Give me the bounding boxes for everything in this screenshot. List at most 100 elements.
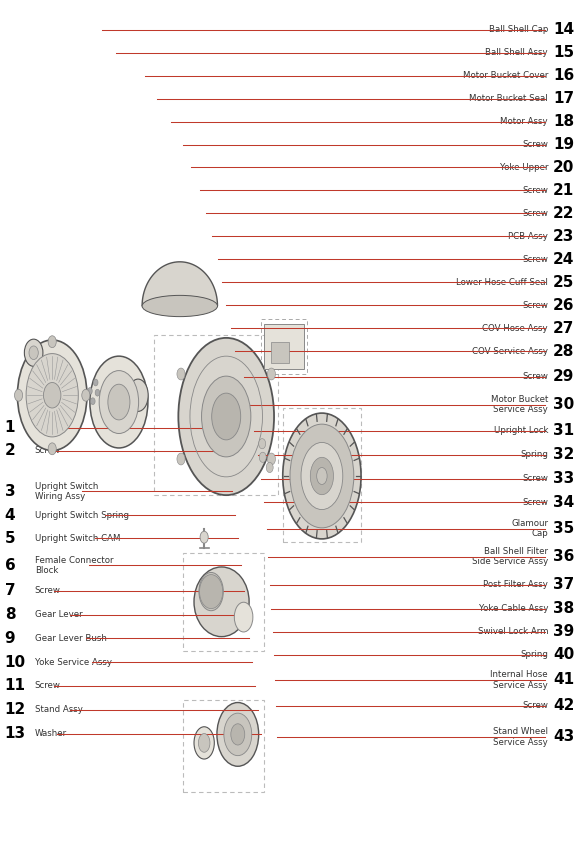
Ellipse shape xyxy=(128,379,148,411)
Text: Upright Switch Spring: Upright Switch Spring xyxy=(35,511,129,519)
Text: 42: 42 xyxy=(553,698,574,713)
Text: Screw: Screw xyxy=(522,209,548,218)
Bar xyxy=(271,342,289,363)
Text: 17: 17 xyxy=(553,91,574,106)
Text: Upright Lock: Upright Lock xyxy=(494,427,548,435)
Polygon shape xyxy=(142,262,218,306)
Text: 30: 30 xyxy=(553,397,574,412)
Text: Motor Assy: Motor Assy xyxy=(501,117,548,126)
Ellipse shape xyxy=(231,724,245,745)
Circle shape xyxy=(88,388,92,394)
Text: 29: 29 xyxy=(553,369,574,384)
Text: 4: 4 xyxy=(5,507,15,523)
Text: Screw: Screw xyxy=(522,186,548,195)
Ellipse shape xyxy=(217,702,259,767)
Text: 15: 15 xyxy=(553,45,574,60)
Text: Yoke Cable Assy: Yoke Cable Assy xyxy=(478,604,548,613)
Text: 41: 41 xyxy=(553,672,574,688)
Text: 34: 34 xyxy=(553,495,574,510)
Ellipse shape xyxy=(179,338,274,495)
Ellipse shape xyxy=(17,340,87,450)
Ellipse shape xyxy=(290,424,354,528)
Text: Internal Hose
Service Assy: Internal Hose Service Assy xyxy=(491,671,548,689)
Text: Glamour
Cap: Glamour Cap xyxy=(511,519,548,538)
Ellipse shape xyxy=(194,567,249,637)
Text: Screw: Screw xyxy=(35,586,61,595)
Text: 37: 37 xyxy=(553,577,574,592)
Circle shape xyxy=(200,575,223,609)
Circle shape xyxy=(200,531,208,543)
Text: Motor Bucket
Service Assy: Motor Bucket Service Assy xyxy=(491,395,548,414)
Text: Spring: Spring xyxy=(520,450,548,459)
Text: Stand Assy: Stand Assy xyxy=(35,706,83,714)
Text: 21: 21 xyxy=(553,183,574,198)
Text: 5: 5 xyxy=(5,530,15,546)
Circle shape xyxy=(90,398,95,405)
Text: Spring: Spring xyxy=(520,650,548,659)
Circle shape xyxy=(266,462,273,473)
Ellipse shape xyxy=(198,734,210,752)
Text: 39: 39 xyxy=(553,624,574,639)
Text: Stand Wheel
Service Assy: Stand Wheel Service Assy xyxy=(493,728,548,746)
Ellipse shape xyxy=(194,727,215,759)
Circle shape xyxy=(177,453,185,465)
Ellipse shape xyxy=(142,296,218,317)
Text: Screw: Screw xyxy=(35,446,61,455)
Circle shape xyxy=(48,336,56,348)
Text: Upright Switch
Wiring Assy: Upright Switch Wiring Assy xyxy=(35,482,98,501)
Text: 35: 35 xyxy=(553,521,574,536)
Text: 19: 19 xyxy=(553,137,574,152)
Text: 26: 26 xyxy=(553,298,574,313)
Circle shape xyxy=(82,389,90,401)
Text: Ball Shell Cap: Ball Shell Cap xyxy=(489,26,548,34)
Circle shape xyxy=(24,339,43,366)
Text: Gear Lever: Gear Lever xyxy=(35,610,82,619)
Text: 16: 16 xyxy=(553,68,574,83)
Text: Yoke Service Assy: Yoke Service Assy xyxy=(35,658,112,666)
Circle shape xyxy=(267,453,275,465)
Text: 38: 38 xyxy=(553,601,574,616)
Ellipse shape xyxy=(202,376,251,457)
Text: Washer: Washer xyxy=(35,729,67,738)
Ellipse shape xyxy=(26,354,78,437)
Text: 36: 36 xyxy=(553,549,574,564)
Text: Screw: Screw xyxy=(522,140,548,149)
Ellipse shape xyxy=(224,713,252,756)
Text: 23: 23 xyxy=(553,229,574,244)
Text: Upright Switch CAM: Upright Switch CAM xyxy=(35,534,120,542)
Circle shape xyxy=(259,452,266,462)
Text: Ball Shell Assy: Ball Shell Assy xyxy=(485,48,548,57)
Text: Screw: Screw xyxy=(35,682,61,690)
Circle shape xyxy=(95,389,100,396)
Ellipse shape xyxy=(44,382,61,408)
Text: Motor Bucket Seal: Motor Bucket Seal xyxy=(469,94,548,103)
Text: 40: 40 xyxy=(553,647,574,662)
Text: Screw: Screw xyxy=(522,255,548,264)
Ellipse shape xyxy=(310,457,333,495)
Text: 8: 8 xyxy=(5,607,15,622)
Text: 10: 10 xyxy=(5,654,26,670)
Text: 25: 25 xyxy=(553,275,574,290)
Text: 31: 31 xyxy=(553,423,574,439)
Text: 14: 14 xyxy=(553,22,574,37)
Text: 24: 24 xyxy=(553,252,574,267)
Text: Screw: Screw xyxy=(522,474,548,483)
Bar xyxy=(264,324,304,369)
Text: Screw: Screw xyxy=(35,423,61,432)
Text: 43: 43 xyxy=(553,729,574,745)
Circle shape xyxy=(177,368,185,380)
Text: 28: 28 xyxy=(553,343,574,359)
Text: Yoke Upper: Yoke Upper xyxy=(499,163,548,172)
Ellipse shape xyxy=(212,393,241,440)
Ellipse shape xyxy=(301,442,343,510)
Circle shape xyxy=(267,368,275,380)
Ellipse shape xyxy=(317,468,327,484)
Text: Ball Shell Filter
Side Service Assy: Ball Shell Filter Side Service Assy xyxy=(472,547,548,566)
Text: 3: 3 xyxy=(5,484,15,499)
Ellipse shape xyxy=(234,603,253,632)
Text: 9: 9 xyxy=(5,631,15,646)
Text: 32: 32 xyxy=(553,447,574,462)
Circle shape xyxy=(29,346,38,360)
Bar xyxy=(154,335,278,495)
Text: Screw: Screw xyxy=(522,498,548,507)
